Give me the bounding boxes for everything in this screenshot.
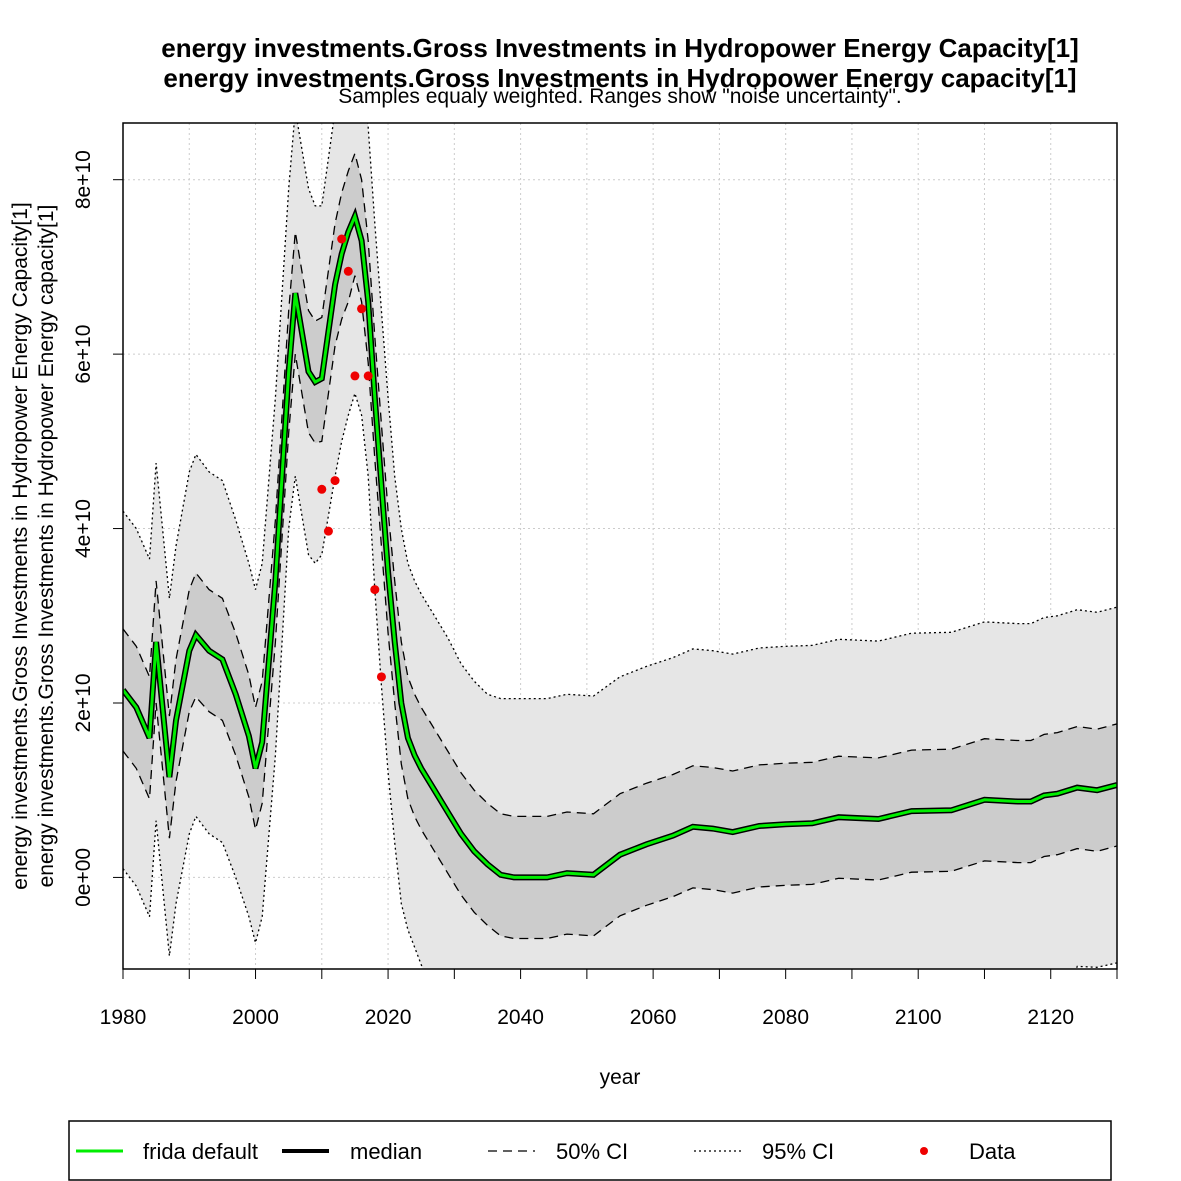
y-tick-label: 4e+10 bbox=[72, 499, 95, 558]
x-tick-label: 2000 bbox=[232, 1006, 279, 1029]
data-point bbox=[330, 476, 340, 486]
legend-frida-label: frida default bbox=[143, 1139, 258, 1164]
y-tick-label: 8e+10 bbox=[72, 150, 95, 209]
legend-data-swatch bbox=[920, 1147, 928, 1155]
data-points bbox=[317, 234, 386, 682]
x-tick-label: 2080 bbox=[762, 1006, 809, 1029]
x-tick-label: 2040 bbox=[497, 1006, 544, 1029]
data-point bbox=[357, 304, 367, 314]
data-point bbox=[323, 526, 333, 536]
frida-default-line bbox=[123, 211, 1117, 879]
y-tick-label: 6e+10 bbox=[72, 325, 95, 384]
data-point bbox=[317, 484, 327, 494]
x-tick-label: 2120 bbox=[1027, 1006, 1074, 1029]
data-point bbox=[376, 672, 386, 682]
x-tick-label: 2020 bbox=[365, 1006, 412, 1029]
y-axis-label-2: energy investments.Gross Investments in … bbox=[35, 205, 58, 888]
chart-subtitle: Samples equaly weighted. Ranges show "no… bbox=[338, 85, 902, 108]
legend-median-label: median bbox=[350, 1139, 422, 1164]
legend-data-label: Data bbox=[969, 1139, 1016, 1164]
data-point bbox=[363, 371, 373, 381]
y-tick-label: 2e+10 bbox=[72, 673, 95, 732]
data-point bbox=[337, 234, 347, 244]
x-axis: 1980 2000 2020 2040 2060 2080 2100 2120 bbox=[100, 968, 1118, 1029]
y-axis: 0e+00 2e+10 4e+10 6e+10 8e+10 bbox=[72, 150, 123, 907]
legend-box bbox=[68, 1120, 1112, 1181]
ci50-upper-line bbox=[123, 151, 1117, 818]
legend-ci95-label: 95% CI bbox=[762, 1139, 834, 1164]
x-tick-label: 2060 bbox=[630, 1006, 677, 1029]
ci50-lower-line bbox=[123, 275, 1117, 940]
data-point bbox=[350, 371, 360, 381]
y-axis-label-1: energy investments.Gross Investments in … bbox=[9, 202, 32, 889]
ci95-upper-line bbox=[123, 123, 1117, 700]
data-point bbox=[370, 585, 380, 595]
chart-title-1: energy investments.Gross Investments in … bbox=[161, 33, 1079, 63]
ci95-lower-line bbox=[123, 391, 1117, 969]
legend: frida default median 50% CI 95% CI Data bbox=[68, 1120, 1112, 1181]
x-tick-label: 2100 bbox=[895, 1006, 942, 1029]
x-tick-label: 1980 bbox=[100, 1006, 147, 1029]
y-tick-label: 0e+00 bbox=[72, 848, 95, 907]
x-axis-label: year bbox=[600, 1066, 641, 1089]
data-point bbox=[343, 266, 353, 276]
legend-ci50-label: 50% CI bbox=[556, 1139, 628, 1164]
chart-title-2: energy investments.Gross Investments in … bbox=[163, 63, 1076, 93]
